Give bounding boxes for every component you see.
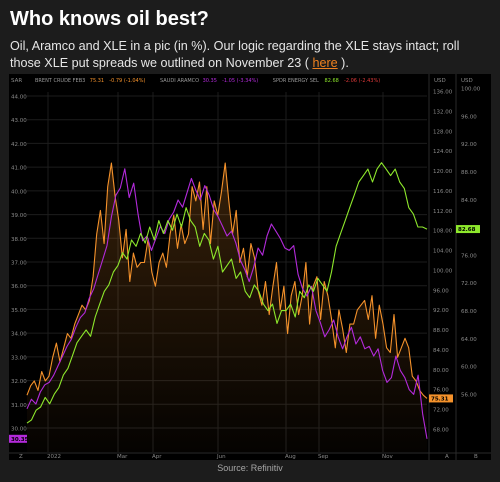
usd2-tick-label: 88.00 (461, 170, 477, 176)
usd2-tick-label: 68.00 (461, 309, 477, 315)
x-tick-label: Mar (117, 454, 128, 460)
usd2-tick-label: 96.00 (461, 114, 477, 120)
page-subtitle: Oil, Aramco and XLE in a pic (in %). Our… (10, 38, 492, 72)
oil-chart: 44.00 43.00 42.00 41.00 40.00 39.00 38.00 37.00… (9, 74, 491, 460)
usd1-tick-label: 76.00 (433, 388, 449, 394)
x-tick-label: A (445, 454, 449, 460)
corner-label: SAR (11, 78, 22, 84)
legend-change: -0.79 (-1.04%) (109, 78, 145, 84)
left-tick-label: 43.00 (11, 118, 27, 124)
last-value-tag (9, 434, 27, 443)
x-tick-label: Nov (382, 454, 393, 460)
usd2-tick-label: 64.00 (461, 337, 477, 343)
usd1-tick-label: 100.00 (433, 268, 453, 274)
x-tick-label: Z (19, 454, 23, 460)
usd1-tick-label: 104.00 (433, 249, 453, 255)
usd2-tick-label: 84.00 (461, 198, 477, 204)
usd1-tick-label: 80.00 (433, 368, 449, 374)
usd1-tick-label: 112.00 (433, 209, 453, 215)
left-tick-label: 37.00 (11, 261, 27, 267)
series-line-aramco (26, 168, 428, 439)
left-tick-label: 35.00 (11, 308, 27, 314)
usd2-tick-label: 72.00 (461, 281, 477, 287)
usd1-tick-label: 84.00 (433, 348, 449, 354)
x-tick-label: Jun (216, 454, 226, 460)
series-line-xle (26, 162, 428, 424)
usd2-tick-label: 76.00 (461, 253, 477, 259)
left-tick-label: 39.00 (11, 213, 27, 219)
left-tick-label: 38.00 (11, 237, 27, 243)
usd2-tick-label: 60.00 (461, 365, 477, 371)
legend-last-value: 30.35 (203, 78, 217, 84)
source-note: Source: Refinitiv (217, 463, 283, 473)
legend-last-value: 75.31 (90, 78, 104, 84)
x-tick-label: B (474, 454, 478, 460)
legend-series-name: SPDR ENERGY SEL (273, 78, 319, 84)
corner-label: USD (434, 78, 446, 84)
left-tick-label: 32.00 (11, 379, 27, 385)
usd1-tick-label: 124.00 (433, 149, 453, 155)
usd2-tick-label: 100.00 (461, 87, 481, 93)
usd1-tick-label: 72.00 (433, 408, 449, 414)
x-tick-label: Apr (152, 454, 162, 460)
left-tick-label: 42.00 (11, 142, 27, 148)
page-title: Who knows oil best? (10, 8, 209, 30)
usd1-tick-label: 88.00 (433, 328, 449, 334)
last-value-tag (429, 394, 453, 403)
x-tick-label: 2022 (47, 454, 61, 460)
corner-label: USD (461, 78, 473, 84)
legend-last-value: 82.68 (325, 78, 339, 84)
usd1-tick-label: 108.00 (433, 229, 453, 235)
usd1-tick-label: 136.00 (433, 90, 453, 96)
brent-area (27, 163, 427, 452)
legend-change: -2.06 (-2.43%) (344, 78, 380, 84)
usd1-tick-label: 96.00 (433, 288, 449, 294)
left-tick-label: 33.00 (11, 355, 27, 361)
left-tick-label: 41.00 (11, 166, 27, 172)
legend-series-name: BRENT CRUDE FEB3 (35, 78, 85, 84)
left-tick-label: 30.00 (11, 427, 27, 433)
left-tick-label: 34.00 (11, 332, 27, 338)
usd1-tick-label: 132.00 (433, 109, 453, 115)
left-tick-label: 36.00 (11, 284, 27, 290)
last-value-label: 30.35 (11, 437, 29, 443)
usd1-tick-label: 68.00 (433, 428, 449, 434)
subtitle-text: Oil, Aramco and XLE in a pic (in %). Our… (10, 39, 460, 70)
chart-panel: 44.00 43.00 42.00 41.00 40.00 39.00 38.00 37.00… (9, 74, 491, 460)
last-value-tag (456, 225, 480, 234)
usd1-tick-label: 92.00 (433, 308, 449, 314)
series-line-brent (26, 162, 428, 399)
usd1-tick-label: 116.00 (433, 189, 453, 195)
x-tick-label: Aug (285, 454, 296, 460)
left-tick-label: 40.00 (11, 189, 27, 195)
left-tick-label: 44.00 (11, 95, 27, 101)
usd2-tick-label: 56.00 (461, 393, 477, 399)
legend-series-name: SAUDI ARAMCO (160, 78, 199, 84)
here-link[interactable]: here (312, 56, 338, 70)
left-tick-label: 31.00 (11, 403, 27, 409)
usd1-tick-label: 128.00 (433, 129, 453, 135)
legend-change: -1.05 (-3.34%) (222, 78, 258, 84)
last-value-label: 82.68 (458, 227, 476, 233)
subtitle-text-end: ). (337, 56, 349, 70)
x-tick-label: Sep (318, 454, 329, 460)
usd1-tick-label: 120.00 (433, 169, 453, 175)
last-value-label: 75.31 (431, 396, 449, 402)
usd2-tick-label: 92.00 (461, 142, 477, 148)
